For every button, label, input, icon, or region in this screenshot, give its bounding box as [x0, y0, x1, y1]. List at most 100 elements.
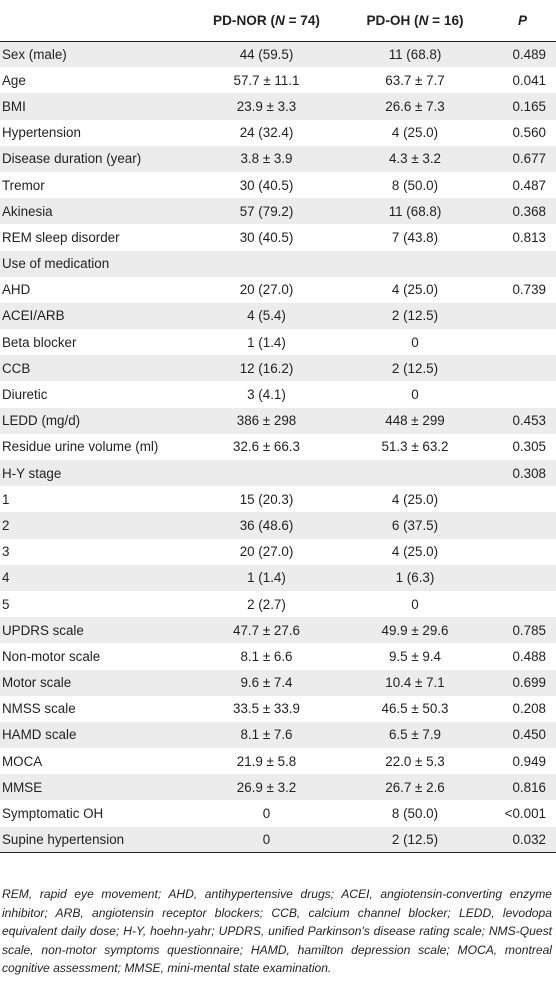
p-value: 0.816	[489, 774, 556, 801]
table-row-hy-stage-5: 5 2 (2.7) 0	[0, 591, 556, 617]
table-row-diuretic: Diuretic 3 (4.1) 0	[0, 381, 556, 407]
table-row-hy-stage-3: 3 20 (27.0) 4 (25.0)	[0, 539, 556, 565]
table-row-use-of-medication: Use of medication	[0, 250, 556, 277]
pd-nor-value: 21.9 ± 5.8	[236, 753, 297, 769]
row-label: ACEI/ARB	[0, 302, 192, 330]
row-label: HAMD scale	[0, 721, 192, 749]
p-value: 0.560	[512, 125, 546, 141]
table-row-rem-sleep-disorder: REM sleep disorder 30 (40.5) 7 (43.8) 0.813	[0, 224, 556, 250]
table-header: PD-NOR (N = 74) PD-OH (N = 16) P	[0, 0, 556, 42]
table-body: Sex (male) 44 (59.5) 11 (68.8) 0.489 Age 57.7…	[0, 41, 556, 854]
row-label: 3	[2, 544, 10, 560]
table-row-symptomatic-oh: Symptomatic OH 0 8 (50.0) <0.001	[0, 800, 556, 826]
row-label: 1	[2, 491, 10, 507]
p-value	[489, 250, 556, 277]
table-row-mmse: MMSE 26.9 ± 3.2 26.7 ± 2.6 0.816	[0, 774, 556, 801]
row-label: Disease duration (year)	[0, 145, 192, 172]
pd-nor-value: 24 (32.4)	[239, 125, 294, 141]
table-row-beta-blocker: Beta blocker 1 (1.4) 0	[0, 329, 556, 355]
pd-nor-value: 3 (4.1)	[247, 387, 286, 403]
pd-nor-value	[192, 460, 341, 487]
pd-oh-value: 448 ± 299	[341, 407, 489, 434]
p-value	[489, 329, 556, 355]
table-row-ahd: AHD 20 (27.0) 4 (25.0) 0.739	[0, 277, 556, 303]
pd-oh-value: 10.4 ± 7.1	[341, 669, 489, 696]
table-row-acei-arb: ACEI/ARB 4 (5.4) 2 (12.5)	[0, 302, 556, 330]
row-label: NMSS scale	[2, 701, 76, 717]
pd-oh-value	[341, 460, 489, 487]
table-row-moca: MOCA 21.9 ± 5.8 22.0 ± 5.3 0.949	[0, 748, 556, 774]
p-value	[489, 355, 556, 382]
pd-oh-value: 26.7 ± 2.6	[341, 774, 489, 801]
pd-nor-value: 0	[192, 826, 341, 854]
p-value: <0.001	[504, 806, 546, 822]
pd-nor-value	[192, 250, 341, 277]
pd-nor-value: 1 (1.4)	[192, 564, 341, 591]
p-value: 0.699	[489, 669, 556, 696]
pd-nor-value: 36 (48.6)	[192, 512, 341, 539]
p-value	[489, 564, 556, 591]
p-value: 0.308	[489, 460, 556, 487]
p-value: 0.453	[489, 407, 556, 434]
pd-oh-value: 0	[411, 596, 419, 612]
pd-nor-value: 26.9 ± 3.2	[192, 774, 341, 801]
pd-oh-value: 9.5 ± 9.4	[388, 648, 442, 664]
header-cell-p-value: P	[489, 0, 556, 42]
row-label: CCB	[0, 355, 192, 382]
table-row-nmss-scale: NMSS scale 33.5 ± 33.9 46.5 ± 50.3 0.208	[0, 696, 556, 722]
pd-oh-value: 11 (68.8)	[341, 41, 489, 68]
p-value: 0.785	[489, 617, 556, 644]
row-label: 4	[0, 564, 192, 591]
p-value: 0.368	[489, 198, 556, 225]
table-row-age: Age 57.7 ± 11.1 63.7 ± 7.7 0.041	[0, 67, 556, 93]
table-row-ledd: LEDD (mg/d) 386 ± 298 448 ± 299 0.453	[0, 407, 556, 434]
characteristics-table: PD-NOR (N = 74) PD-OH (N = 16) P Sex (ma…	[0, 0, 556, 854]
pd-oh-value: 1 (6.3)	[341, 564, 489, 591]
pd-nor-value: 2 (2.7)	[247, 596, 286, 612]
row-label: LEDD (mg/d)	[0, 407, 192, 434]
row-label: Hypertension	[2, 125, 81, 141]
p-value: 0.450	[489, 721, 556, 749]
table-row-motor-scale: Motor scale 9.6 ± 7.4 10.4 ± 7.1 0.699	[0, 669, 556, 696]
row-label: Tremor	[2, 177, 45, 193]
pd-nor-value: 4 (5.4)	[192, 302, 341, 330]
p-value	[489, 512, 556, 539]
p-value: 0.813	[512, 229, 546, 245]
p-value: 0.487	[512, 177, 546, 193]
p-value	[489, 486, 556, 512]
pd-oh-value: 11 (68.8)	[341, 198, 489, 225]
table-row-sex: Sex (male) 44 (59.5) 11 (68.8) 0.489	[0, 41, 556, 68]
table-row-tremor: Tremor 30 (40.5) 8 (50.0) 0.487	[0, 172, 556, 198]
pd-nor-value: 8.1 ± 6.6	[240, 648, 293, 664]
p-value	[489, 591, 556, 617]
header-cell-pd-nor: PD-NOR (N = 74)	[192, 0, 341, 42]
row-label: BMI	[0, 93, 192, 120]
row-label: MOCA	[2, 753, 43, 769]
p-value: 0.208	[512, 701, 546, 717]
row-label: Use of medication	[0, 250, 192, 277]
pd-nor-value: 8.1 ± 7.6	[192, 721, 341, 749]
table-row-residue-urine-volume: Residue urine volume (ml) 32.6 ± 66.3 51.3…	[0, 434, 556, 460]
pd-nor-value: 32.6 ± 66.3	[233, 439, 300, 455]
row-label: REM sleep disorder	[2, 229, 120, 245]
pd-oh-value: 22.0 ± 5.3	[385, 753, 445, 769]
p-value: 0.032	[489, 826, 556, 854]
header-row: PD-NOR (N = 74) PD-OH (N = 16) P	[0, 0, 556, 42]
pd-oh-value: 2 (12.5)	[341, 355, 489, 382]
pd-oh-value: 2 (12.5)	[341, 826, 489, 854]
pd-nor-value: 30 (40.5)	[239, 177, 294, 193]
pd-oh-value: 51.3 ± 63.2	[381, 439, 449, 455]
row-label: Beta blocker	[2, 334, 77, 350]
table-row-updrs-scale: UPDRS scale 47.7 ± 27.6 49.9 ± 29.6 0.785	[0, 617, 556, 644]
table-row-supine-hypertension: Supine hypertension 0 2 (12.5) 0.032	[0, 826, 556, 854]
pd-oh-value	[341, 250, 489, 277]
pd-oh-value: 49.9 ± 29.6	[341, 617, 489, 644]
pd-nor-value: 15 (20.3)	[239, 491, 294, 507]
p-value: 0.488	[512, 648, 546, 664]
row-label: Age	[2, 72, 26, 88]
pd-oh-value: 4 (25.0)	[391, 125, 439, 141]
pd-oh-value: 46.5 ± 50.3	[381, 701, 449, 717]
row-label: Residue urine volume (ml)	[2, 439, 159, 455]
pd-nor-value: 30 (40.5)	[239, 229, 294, 245]
row-label: Supine hypertension	[0, 826, 192, 854]
